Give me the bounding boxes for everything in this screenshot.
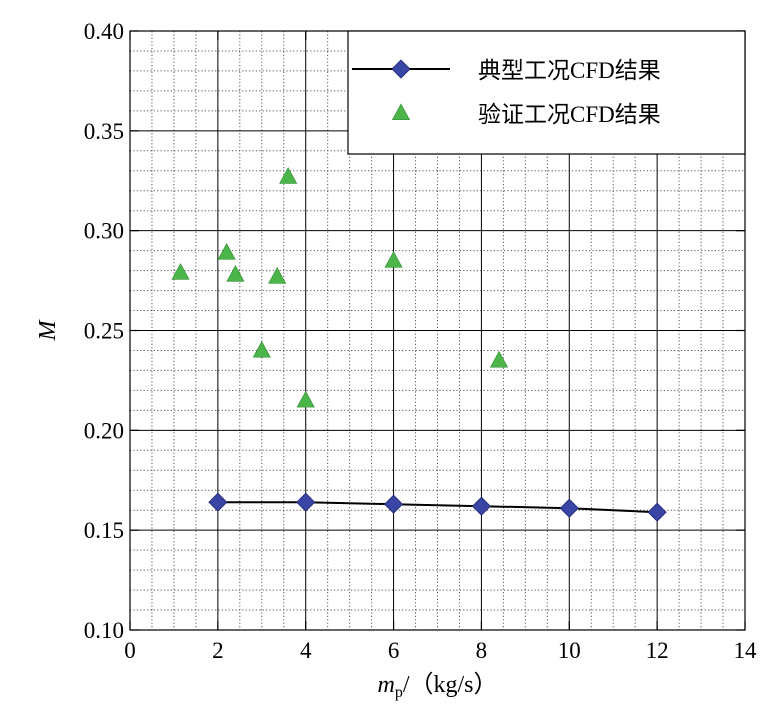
y-tick-label: 0.30 bbox=[84, 219, 124, 244]
legend-marker-triangle bbox=[391, 103, 411, 121]
data-point-diamond bbox=[471, 496, 491, 516]
x-tick-label: 14 bbox=[734, 638, 758, 663]
data-point-triangle bbox=[296, 390, 315, 408]
x-axis-label-unit: /（kg/s） bbox=[403, 672, 498, 698]
data-point-triangle bbox=[252, 340, 271, 358]
legend: 典型工况CFD结果 验证工况CFD结果 bbox=[347, 30, 746, 155]
y-tick-label: 0.35 bbox=[84, 119, 124, 144]
x-tick-label: 2 bbox=[212, 638, 224, 663]
y-tick-labels: 0.10 0.15 0.20 0.25 0.30 0.35 0.40 bbox=[84, 19, 124, 643]
y-tick-label: 0.10 bbox=[84, 618, 124, 643]
series-diamond bbox=[208, 492, 667, 522]
data-point-diamond bbox=[647, 502, 667, 522]
data-point-diamond bbox=[296, 492, 316, 512]
y-axis-label: M bbox=[35, 319, 61, 342]
legend-label: 验证工况CFD结果 bbox=[478, 102, 661, 127]
legend-label: 典型工况CFD结果 bbox=[478, 58, 661, 83]
data-point-triangle bbox=[171, 262, 190, 280]
legend-marker-diamond bbox=[391, 59, 411, 79]
x-axis-label: mp/（kg/s） bbox=[377, 672, 497, 701]
data-point-diamond bbox=[559, 498, 579, 518]
y-tick-label: 0.40 bbox=[84, 19, 124, 44]
data-point-diamond bbox=[384, 494, 404, 514]
x-tick-labels: 0 2 4 6 8 10 12 14 bbox=[124, 638, 757, 663]
x-tick-label: 10 bbox=[558, 638, 581, 663]
series-line bbox=[217, 501, 658, 514]
data-point-triangle bbox=[384, 250, 403, 268]
data-point-triangle bbox=[217, 243, 236, 260]
series-layer bbox=[171, 167, 667, 522]
y-tick-label: 0.25 bbox=[84, 319, 124, 344]
x-tick-label: 6 bbox=[388, 638, 400, 663]
data-point-triangle bbox=[279, 167, 298, 184]
series-triangle bbox=[171, 167, 509, 408]
data-point-triangle bbox=[489, 350, 509, 368]
x-tick-label: 8 bbox=[476, 638, 488, 663]
y-tick-label: 0.15 bbox=[84, 518, 124, 543]
x-tick-label: 12 bbox=[646, 638, 669, 663]
x-axis-label-var: m bbox=[377, 672, 394, 698]
data-point-triangle bbox=[226, 264, 245, 282]
x-axis-label-sub: p bbox=[395, 684, 403, 701]
x-tick-label: 0 bbox=[124, 638, 136, 663]
legend-box bbox=[347, 30, 746, 155]
data-point-diamond bbox=[208, 492, 228, 512]
data-point-triangle bbox=[268, 266, 287, 284]
x-tick-label: 4 bbox=[300, 638, 312, 663]
y-tick-label: 0.20 bbox=[84, 418, 124, 443]
